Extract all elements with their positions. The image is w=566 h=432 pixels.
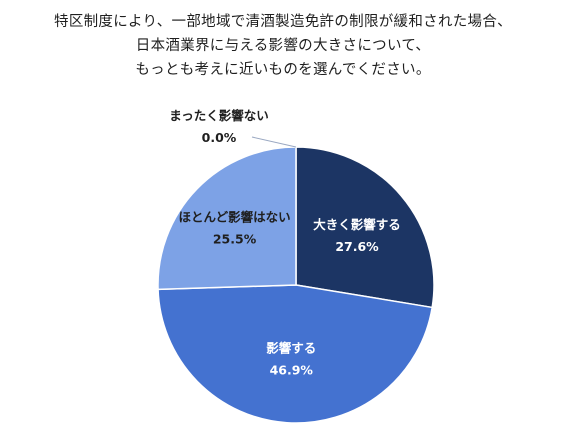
slice-eikyou-suru xyxy=(157,284,434,424)
chart-title-line-3: もっとも考えに近いものを選んでください。 xyxy=(135,62,431,78)
chart-title-line-1: 特区制度により、一部地域で清酒製造免許の制限が緩和された場合、 xyxy=(54,14,512,30)
label-ookiku-eikyou-name: 大きく影響する xyxy=(313,217,401,232)
slice-hotondo-nai xyxy=(157,146,297,291)
label-mattaku-nai-value: 0.0% xyxy=(202,130,237,145)
pie-labels: 大きく影響する 27.6% 影響する 46.9% ほとんど影響はない 25.5% まったく影… xyxy=(169,108,401,378)
leader-line-mattaku xyxy=(251,136,297,148)
label-ookiku-eikyou-value: 27.6% xyxy=(335,239,379,254)
pie-slices xyxy=(157,146,435,424)
chart-title: 特区制度により、一部地域で清酒製造免許の制限が緩和された場合、 日本酒業界に与え… xyxy=(0,10,566,82)
label-eikyou-suru-name: 影響する xyxy=(266,341,316,356)
label-eikyou-suru-value: 46.9% xyxy=(270,363,314,378)
label-mattaku-nai-name: まったく影響ない xyxy=(169,108,269,123)
chart-title-line-2: 日本酒業界に与える影響の大きさについて、 xyxy=(135,38,431,54)
label-hotondo-nai-name: ほとんど影響はない xyxy=(178,209,290,224)
slice-ookiku-eikyou xyxy=(295,146,435,309)
label-hotondo-nai-value: 25.5% xyxy=(213,231,257,246)
